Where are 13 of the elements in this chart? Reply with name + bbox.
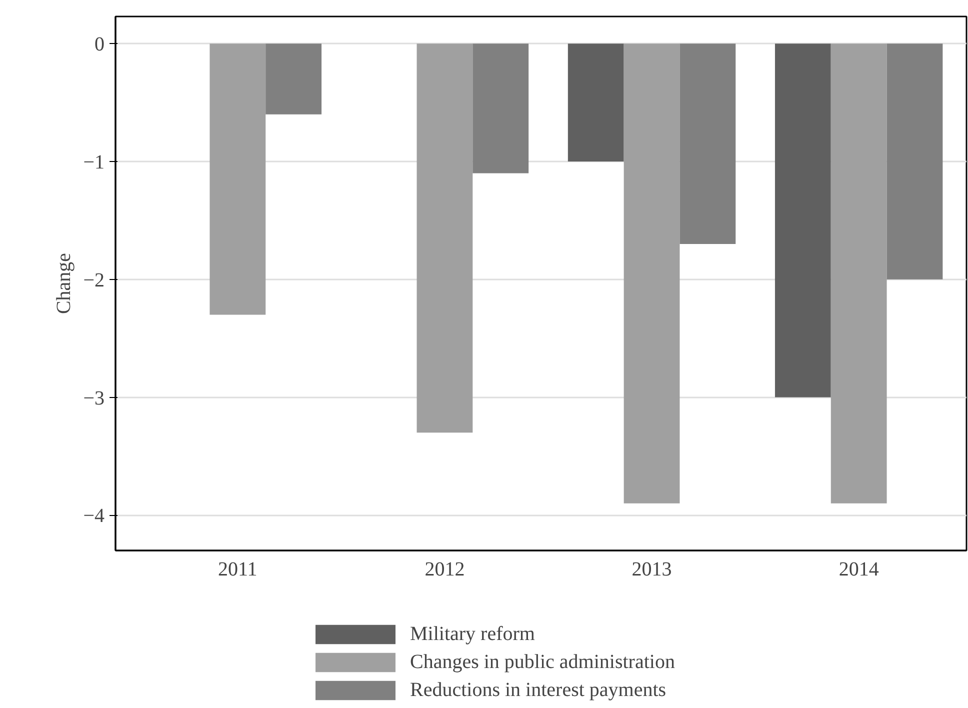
y-axis-title: Change [53,252,76,314]
x-tick-label: 2013 [632,558,672,580]
y-tick-label: −2 [83,269,104,292]
x-tick-label: 2011 [218,558,258,580]
y-tick-label: −4 [83,505,104,528]
y-tick-label: 0 [94,34,104,56]
legend-label: Military reform [410,622,535,646]
legend-label: Reductions in interest payments [410,678,666,702]
x-tick-label: 2014 [838,558,879,580]
x-tick-label: 2012 [424,558,465,580]
y-tick-label: −1 [83,151,104,174]
legend-label: Changes in public administration [410,650,675,674]
y-tick-label: −3 [83,387,104,410]
